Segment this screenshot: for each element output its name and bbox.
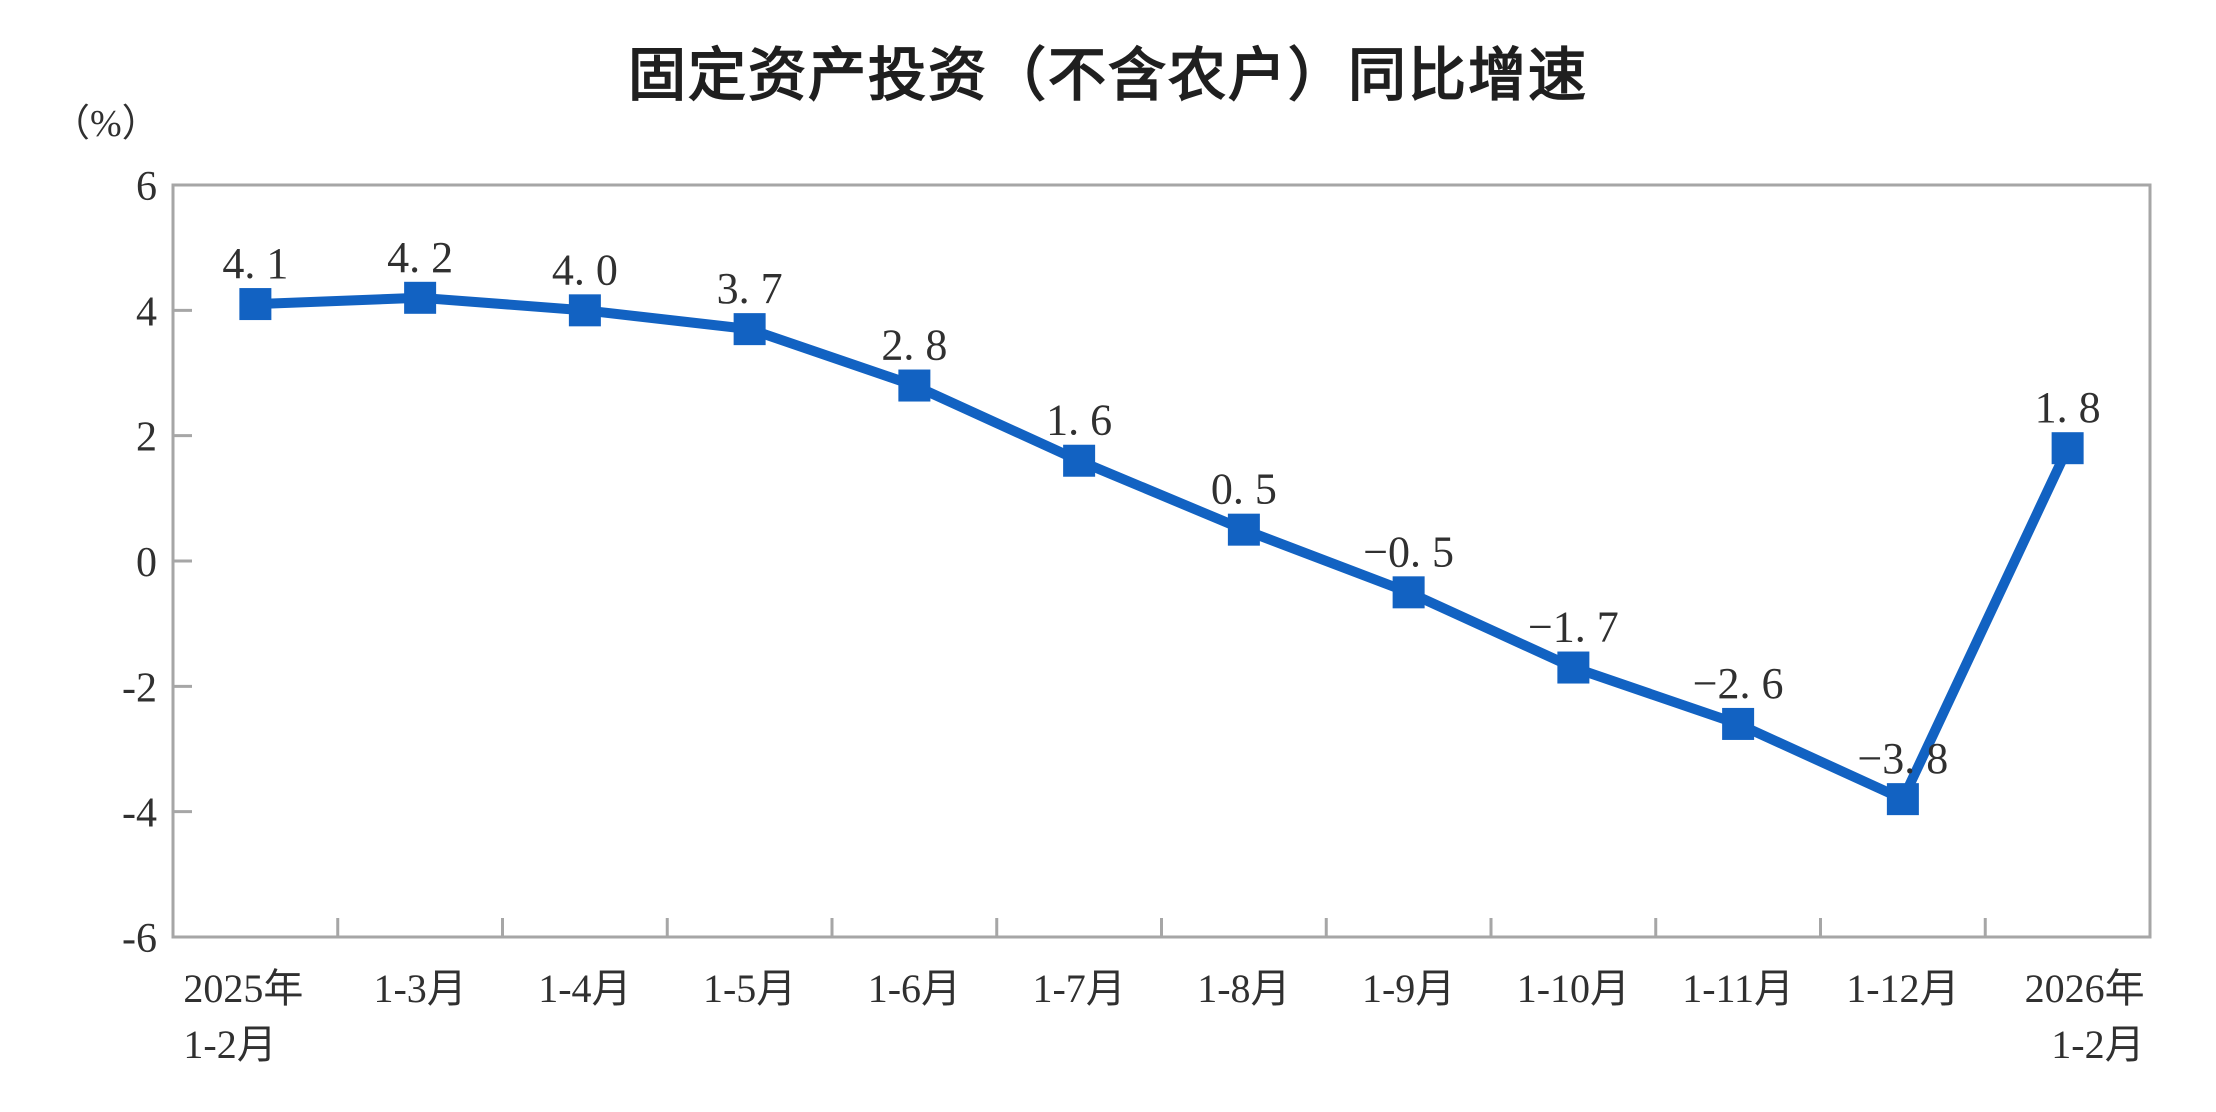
chart-title: 固定资产投资（不含农户）同比增速 bbox=[627, 43, 1588, 108]
data-point-marker bbox=[733, 313, 766, 346]
data-point-marker bbox=[1557, 651, 1590, 684]
data-point-marker bbox=[1227, 513, 1260, 546]
x-axis-label: 2025年 bbox=[183, 966, 303, 1011]
x-axis-label: 1-10月 bbox=[1517, 966, 1630, 1011]
y-tick-label: 6 bbox=[136, 164, 157, 210]
x-axis-label: 1-12月 bbox=[1846, 966, 1959, 1011]
x-axis-label: 1-3月 bbox=[373, 966, 466, 1011]
y-axis-unit-label: （%） bbox=[52, 103, 160, 145]
data-point-marker bbox=[239, 288, 272, 321]
data-point-marker bbox=[1722, 707, 1755, 740]
data-point-label: −1. 7 bbox=[1528, 603, 1619, 652]
data-point-marker bbox=[1063, 444, 1096, 477]
x-axis-label: 1-9月 bbox=[1362, 966, 1455, 1011]
x-axis-label: 1-4月 bbox=[538, 966, 631, 1011]
data-point-label: −3. 8 bbox=[1857, 734, 1948, 783]
y-tick-label: -6 bbox=[122, 916, 157, 962]
data-point-marker bbox=[2051, 432, 2084, 465]
data-point-label: 3. 7 bbox=[717, 264, 783, 313]
x-axis-label: 1-7月 bbox=[1032, 966, 1125, 1011]
x-axis-label: 1-8月 bbox=[1197, 966, 1290, 1011]
data-point-marker bbox=[568, 294, 601, 327]
y-tick-label: 4 bbox=[136, 289, 157, 335]
data-point-marker bbox=[898, 369, 931, 402]
y-tick-label: 0 bbox=[136, 540, 157, 586]
x-axis-label: 1-11月 bbox=[1682, 966, 1794, 1011]
data-line bbox=[250, 292, 2073, 805]
data-point-marker bbox=[404, 281, 437, 314]
data-point-label: 4. 1 bbox=[222, 239, 288, 288]
data-point-marker bbox=[1886, 783, 1919, 816]
data-point-label: 4. 2 bbox=[387, 233, 453, 282]
x-axis-label: 1-5月 bbox=[703, 966, 796, 1011]
y-tick-label: 2 bbox=[136, 415, 157, 461]
y-tick-label: -2 bbox=[122, 665, 157, 711]
x-axis-label: 1-2月 bbox=[183, 1022, 276, 1067]
data-point-label: 1. 6 bbox=[1046, 396, 1112, 445]
data-point-label: −2. 6 bbox=[1693, 659, 1784, 708]
data-point-label: 0. 5 bbox=[1211, 465, 1277, 514]
data-point-label: 1. 8 bbox=[2035, 383, 2101, 432]
x-axis-label: 1-2月 bbox=[2051, 1022, 2144, 1067]
data-point-marker bbox=[1392, 576, 1425, 609]
x-axis-label: 2026年 bbox=[2025, 966, 2145, 1011]
data-point-label: 4. 0 bbox=[552, 245, 618, 294]
y-tick-label: -4 bbox=[122, 791, 157, 837]
data-point-label: −0. 5 bbox=[1363, 527, 1454, 576]
data-point-label: 2. 8 bbox=[881, 321, 947, 370]
x-axis-label: 1-6月 bbox=[868, 966, 961, 1011]
